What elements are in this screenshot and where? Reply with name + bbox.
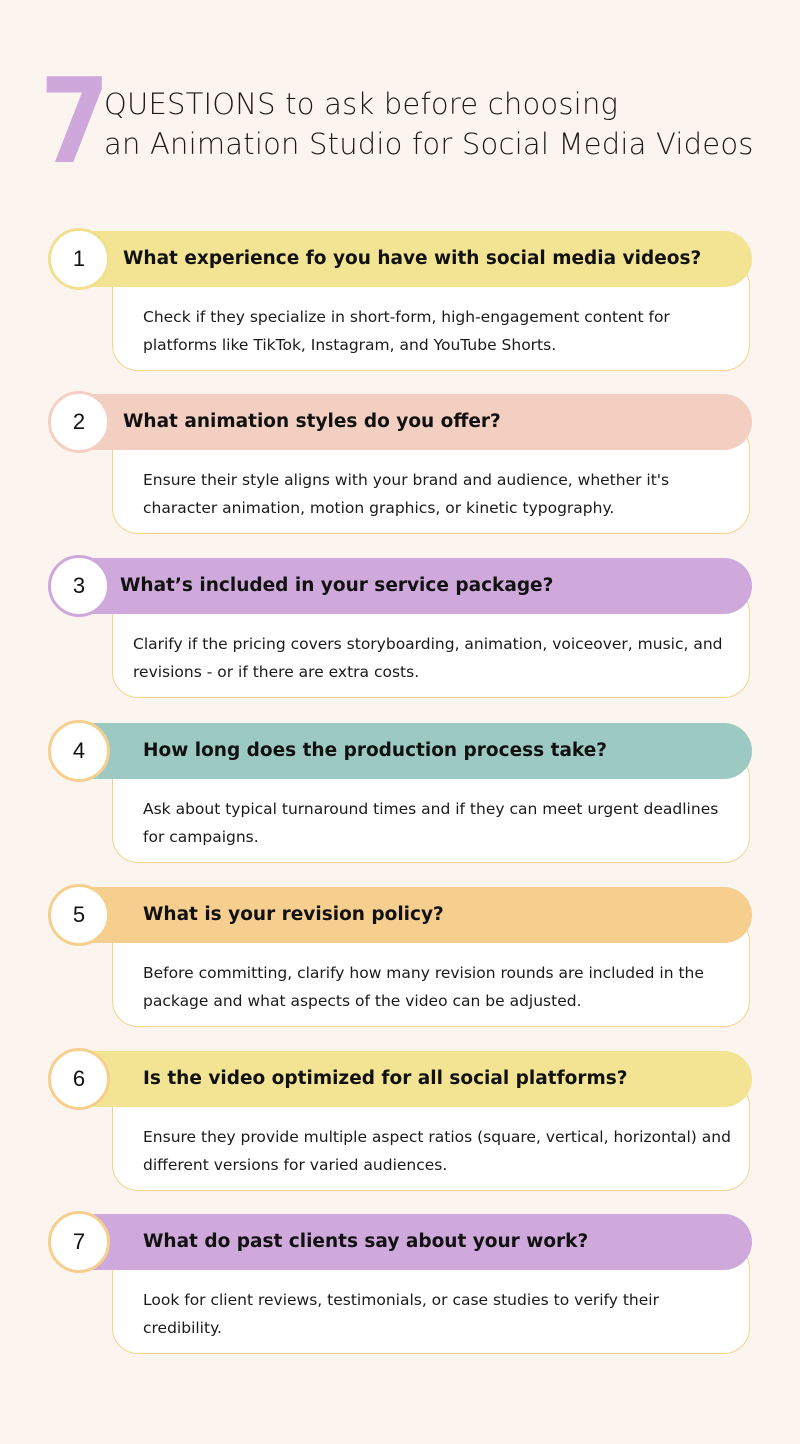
question-banner: [78, 723, 752, 779]
question-banner: [78, 558, 752, 614]
question-banner: [78, 887, 752, 943]
question-item: 1 What experience fo you have with socia…: [0, 228, 800, 376]
answer-text: Before committing, clarify how many revi…: [143, 964, 704, 1010]
question-text: Is the video optimized for all social pl…: [143, 1068, 628, 1089]
question-text: What experience fo you have with social …: [123, 248, 702, 269]
answer-text: Ensure their style aligns with your bran…: [143, 471, 670, 517]
number-badge: 7: [48, 1211, 110, 1273]
number-badge: 3: [48, 555, 110, 617]
number-badge: 6: [48, 1048, 110, 1110]
number-badge: 4: [48, 720, 110, 782]
question-item: 3 What’s included in your service packag…: [0, 555, 800, 703]
number-badge: 5: [48, 884, 110, 946]
question-item: 6 Is the video optimized for all social …: [0, 1048, 800, 1196]
question-banner: [78, 394, 752, 450]
answer-text: Clarify if the pricing covers storyboard…: [133, 635, 723, 681]
question-item: 4 How long does the production process t…: [0, 720, 800, 868]
question-text: How long does the production process tak…: [143, 740, 608, 761]
number-badge: 2: [48, 391, 110, 453]
question-item: 5 What is your revision policy? Before c…: [0, 884, 800, 1032]
number-badge: 1: [48, 228, 110, 290]
question-banner: [78, 1214, 752, 1270]
question-banner: [78, 1051, 752, 1107]
answer-text: Ensure they provide multiple aspect rati…: [143, 1128, 731, 1174]
page-title: QUESTIONS to ask before choosing an Anim…: [104, 84, 754, 164]
question-banner: [78, 231, 752, 287]
question-item: 2 What animation styles do you offer? En…: [0, 391, 800, 539]
question-text: What’s included in your service package?: [120, 575, 554, 596]
title-line-2: an Animation Studio for Social Media Vid…: [104, 127, 754, 161]
answer-text: Check if they specialize in short-form, …: [143, 308, 670, 354]
question-text: What is your revision policy?: [143, 904, 444, 925]
answer-text: Look for client reviews, testimonials, o…: [143, 1291, 659, 1337]
answer-text: Ask about typical turnaround times and i…: [143, 800, 719, 846]
title-line-1: QUESTIONS to ask before choosing: [104, 87, 619, 121]
question-item: 7 What do past clients say about your wo…: [0, 1211, 800, 1359]
big-number-seven: 7: [40, 52, 110, 190]
question-text: What animation styles do you offer?: [123, 411, 501, 432]
question-text: What do past clients say about your work…: [143, 1231, 589, 1252]
